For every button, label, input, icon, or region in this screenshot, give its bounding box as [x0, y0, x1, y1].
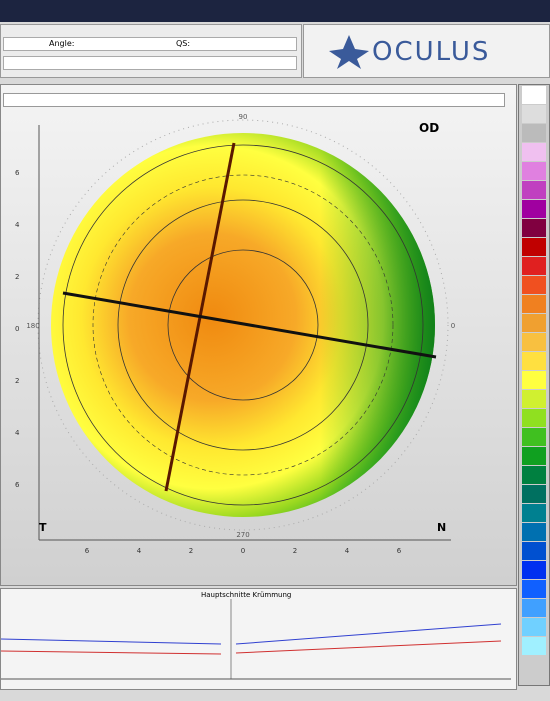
y-tick-label: 4: [15, 221, 20, 229]
eye-label: OD: [419, 121, 440, 135]
map-panel: 6 4 2 0 2 4 6 6 4 2 0 2 4 6 90 180 0 270 OD T N: [0, 84, 517, 586]
x-tick-label: 6: [397, 547, 402, 555]
scale-cell: [522, 409, 546, 427]
qs-label: QS:: [176, 39, 191, 48]
angle-label: Angle:: [49, 39, 75, 48]
scale-cell: [522, 580, 546, 598]
angle-label: 180: [26, 322, 39, 330]
scale-cell: [522, 390, 546, 408]
logo-text: OCULUS: [372, 37, 491, 67]
nasal-label: N: [437, 521, 447, 534]
scale-cell: [522, 447, 546, 465]
input-field[interactable]: [3, 37, 297, 51]
scale-cell: [522, 618, 546, 636]
meridian-graph: [1, 599, 511, 680]
scale-cell: [522, 428, 546, 446]
scale-cell: [522, 124, 546, 142]
input-field[interactable]: [3, 56, 297, 70]
scale-cell: [522, 162, 546, 180]
scale-cell: [522, 542, 546, 560]
angle-label: 270: [236, 531, 249, 539]
graph-title: Hauptschnitte Krümmung: [201, 591, 292, 599]
y-tick-label: 6: [15, 169, 20, 177]
patient-panel: Angle: QS:: [0, 24, 302, 78]
angle-label: 90: [239, 113, 248, 121]
color-scale: [518, 84, 550, 686]
scale-cell: [522, 352, 546, 370]
x-tick-label: 4: [137, 547, 142, 555]
topography-map: 6 4 2 0 2 4 6 6 4 2 0 2 4 6 90 180 0 270: [15, 113, 455, 555]
x-tick-label: 2: [189, 547, 193, 555]
scale-cell: [522, 637, 546, 655]
scale-cell: [522, 257, 546, 275]
scale-cell: [522, 314, 546, 332]
temporal-label: T: [39, 521, 47, 534]
scale-cell: [522, 238, 546, 256]
scale-cell: [522, 523, 546, 541]
scale-cell: [522, 466, 546, 484]
logo-icon: [329, 35, 369, 69]
y-tick-label: 4: [15, 429, 20, 437]
scale-cell: [522, 295, 546, 313]
x-tick-label: 4: [345, 547, 350, 555]
y-tick-label: 2: [15, 273, 19, 281]
scale-cell: [522, 504, 546, 522]
scale-cell: [522, 86, 546, 104]
scale-cell: [522, 371, 546, 389]
scale-cell: [522, 599, 546, 617]
y-tick-label: 6: [15, 481, 20, 489]
scale-cell: [522, 333, 546, 351]
x-tick-label: 0: [241, 547, 245, 555]
scale-cell: [522, 276, 546, 294]
angle-label: 0: [451, 322, 455, 330]
graph-panel: Hauptschnitte Krümmung: [0, 588, 517, 690]
x-tick-label: 6: [85, 547, 90, 555]
y-tick-label: 0: [15, 325, 19, 333]
y-tick-label: 2: [15, 377, 19, 385]
flat-meridian: [62, 291, 437, 359]
x-tick-label: 2: [293, 547, 297, 555]
title-strip: [0, 0, 550, 22]
scale-cell: [522, 143, 546, 161]
scale-cell: [522, 105, 546, 123]
map-select[interactable]: [3, 93, 505, 107]
scale-cell: [522, 485, 546, 503]
scale-cell: [522, 219, 546, 237]
scale-cell: [522, 200, 546, 218]
scale-cell: [522, 181, 546, 199]
scale-cell: [522, 561, 546, 579]
logo-panel: OCULUS: [303, 24, 550, 78]
